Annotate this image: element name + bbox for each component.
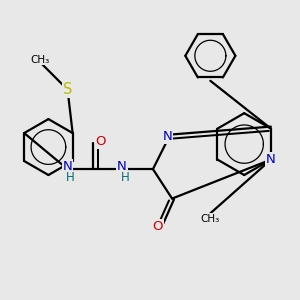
Text: CH₃: CH₃: [201, 214, 220, 224]
Text: N: N: [117, 160, 127, 173]
Text: CH₃: CH₃: [30, 55, 49, 64]
Text: N: N: [163, 130, 172, 143]
Text: N: N: [266, 153, 276, 166]
Text: O: O: [152, 220, 163, 233]
Text: H: H: [121, 172, 130, 184]
Text: S: S: [63, 82, 72, 97]
Text: N: N: [63, 160, 72, 173]
Text: O: O: [96, 135, 106, 148]
Text: H: H: [65, 172, 74, 184]
